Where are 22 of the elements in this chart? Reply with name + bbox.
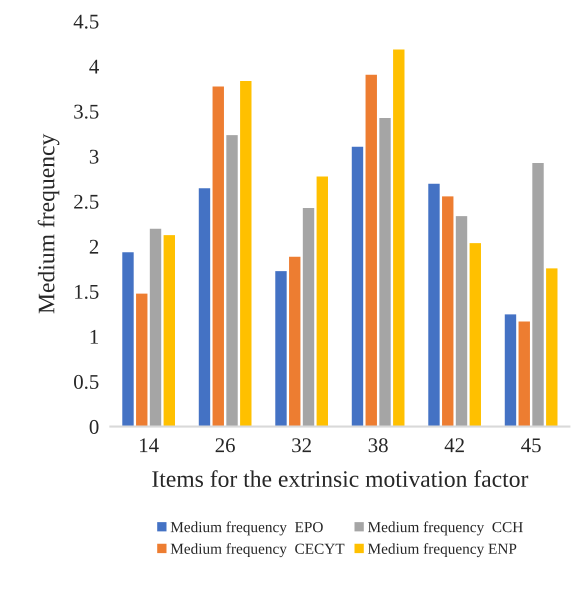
y-tick-label: 3.5 <box>74 104 98 119</box>
y-tick-label: 1.5 <box>75 284 98 299</box>
x-tick-label: 42 <box>444 438 464 452</box>
legend-label: Medium frequency CCH <box>368 521 523 536</box>
x-tick-label: 26 <box>216 438 235 452</box>
x-tick-label: 14 <box>140 438 159 452</box>
x-tick-label: 32 <box>292 438 311 452</box>
x-tick-label: 45 <box>521 438 541 452</box>
y-tick-label: 4 <box>89 60 99 74</box>
y-tick-label: 3 <box>90 150 98 164</box>
legend-label: Medium frequency EPO <box>170 521 323 536</box>
y-tick-label: 0 <box>90 420 98 434</box>
x-axis-title: Items for the extrinsic motivation factor <box>152 470 528 488</box>
y-tick-label: 2.5 <box>74 194 98 209</box>
legend-label: Medium frequency CECYT <box>170 543 344 558</box>
y-tick-label: 1 <box>90 330 98 344</box>
y-axis-title: Medium frequency <box>38 134 60 314</box>
legend-label: Medium frequency ENP <box>368 543 516 558</box>
y-tick-label: 0.5 <box>74 374 98 390</box>
x-tick-label: 38 <box>368 438 388 452</box>
y-tick-label: 2 <box>90 240 98 254</box>
y-tick-label: 4.5 <box>74 14 98 29</box>
